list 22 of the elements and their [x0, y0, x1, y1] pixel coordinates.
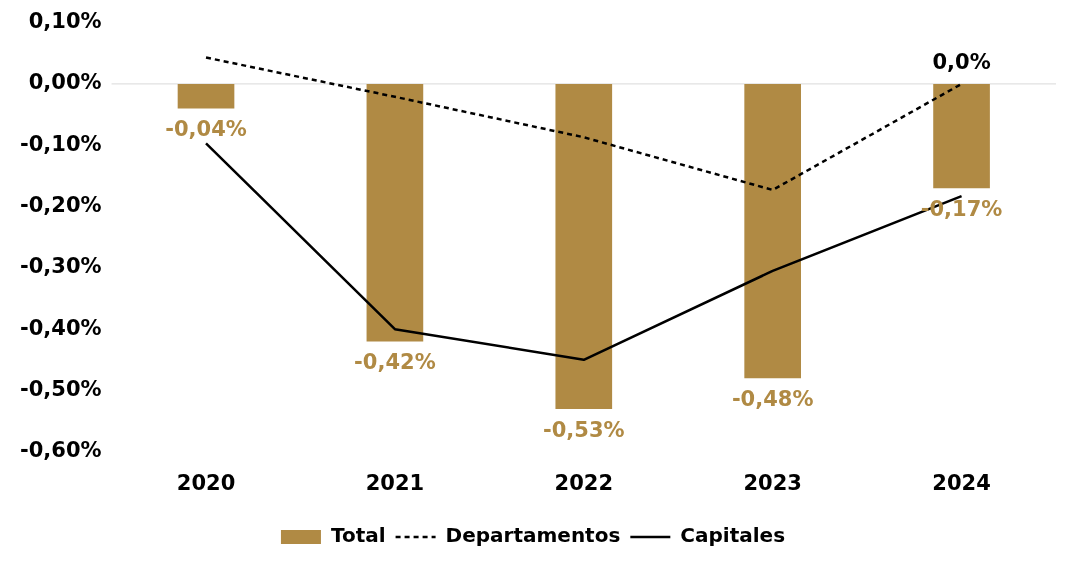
y-tick-label: -0,40%	[19, 315, 102, 340]
y-tick-label: -0,20%	[19, 193, 102, 217]
y-tick-label: 0,10%	[28, 9, 102, 34]
x-tick-label: 2022	[554, 470, 614, 495]
data-label: -0,48%	[731, 387, 814, 412]
data-label: -0,17%	[920, 197, 1003, 222]
x-tick-label: 2024	[932, 470, 991, 495]
y-tick-label: 0,00%	[28, 70, 102, 95]
legend-label: Total	[330, 523, 386, 548]
x-tick-label: 2023	[743, 470, 802, 495]
x-tick-label: 2020	[176, 470, 236, 495]
legend-label: Departamentos	[445, 523, 621, 548]
y-tick-label: -0,60%	[19, 438, 102, 463]
legend-label: Capitales	[680, 523, 786, 548]
y-tick-label: -0,30%	[19, 254, 102, 279]
y-tick-label: -0,50%	[19, 376, 102, 401]
x-tick-label: 2021	[365, 470, 425, 495]
data-label: -0,42%	[354, 350, 436, 375]
data-label: -0,53%	[543, 417, 625, 442]
data-label: 0,0%	[932, 49, 991, 74]
y-tick-label: -0,10%	[19, 131, 102, 156]
data-label: -0,04%	[165, 117, 247, 142]
